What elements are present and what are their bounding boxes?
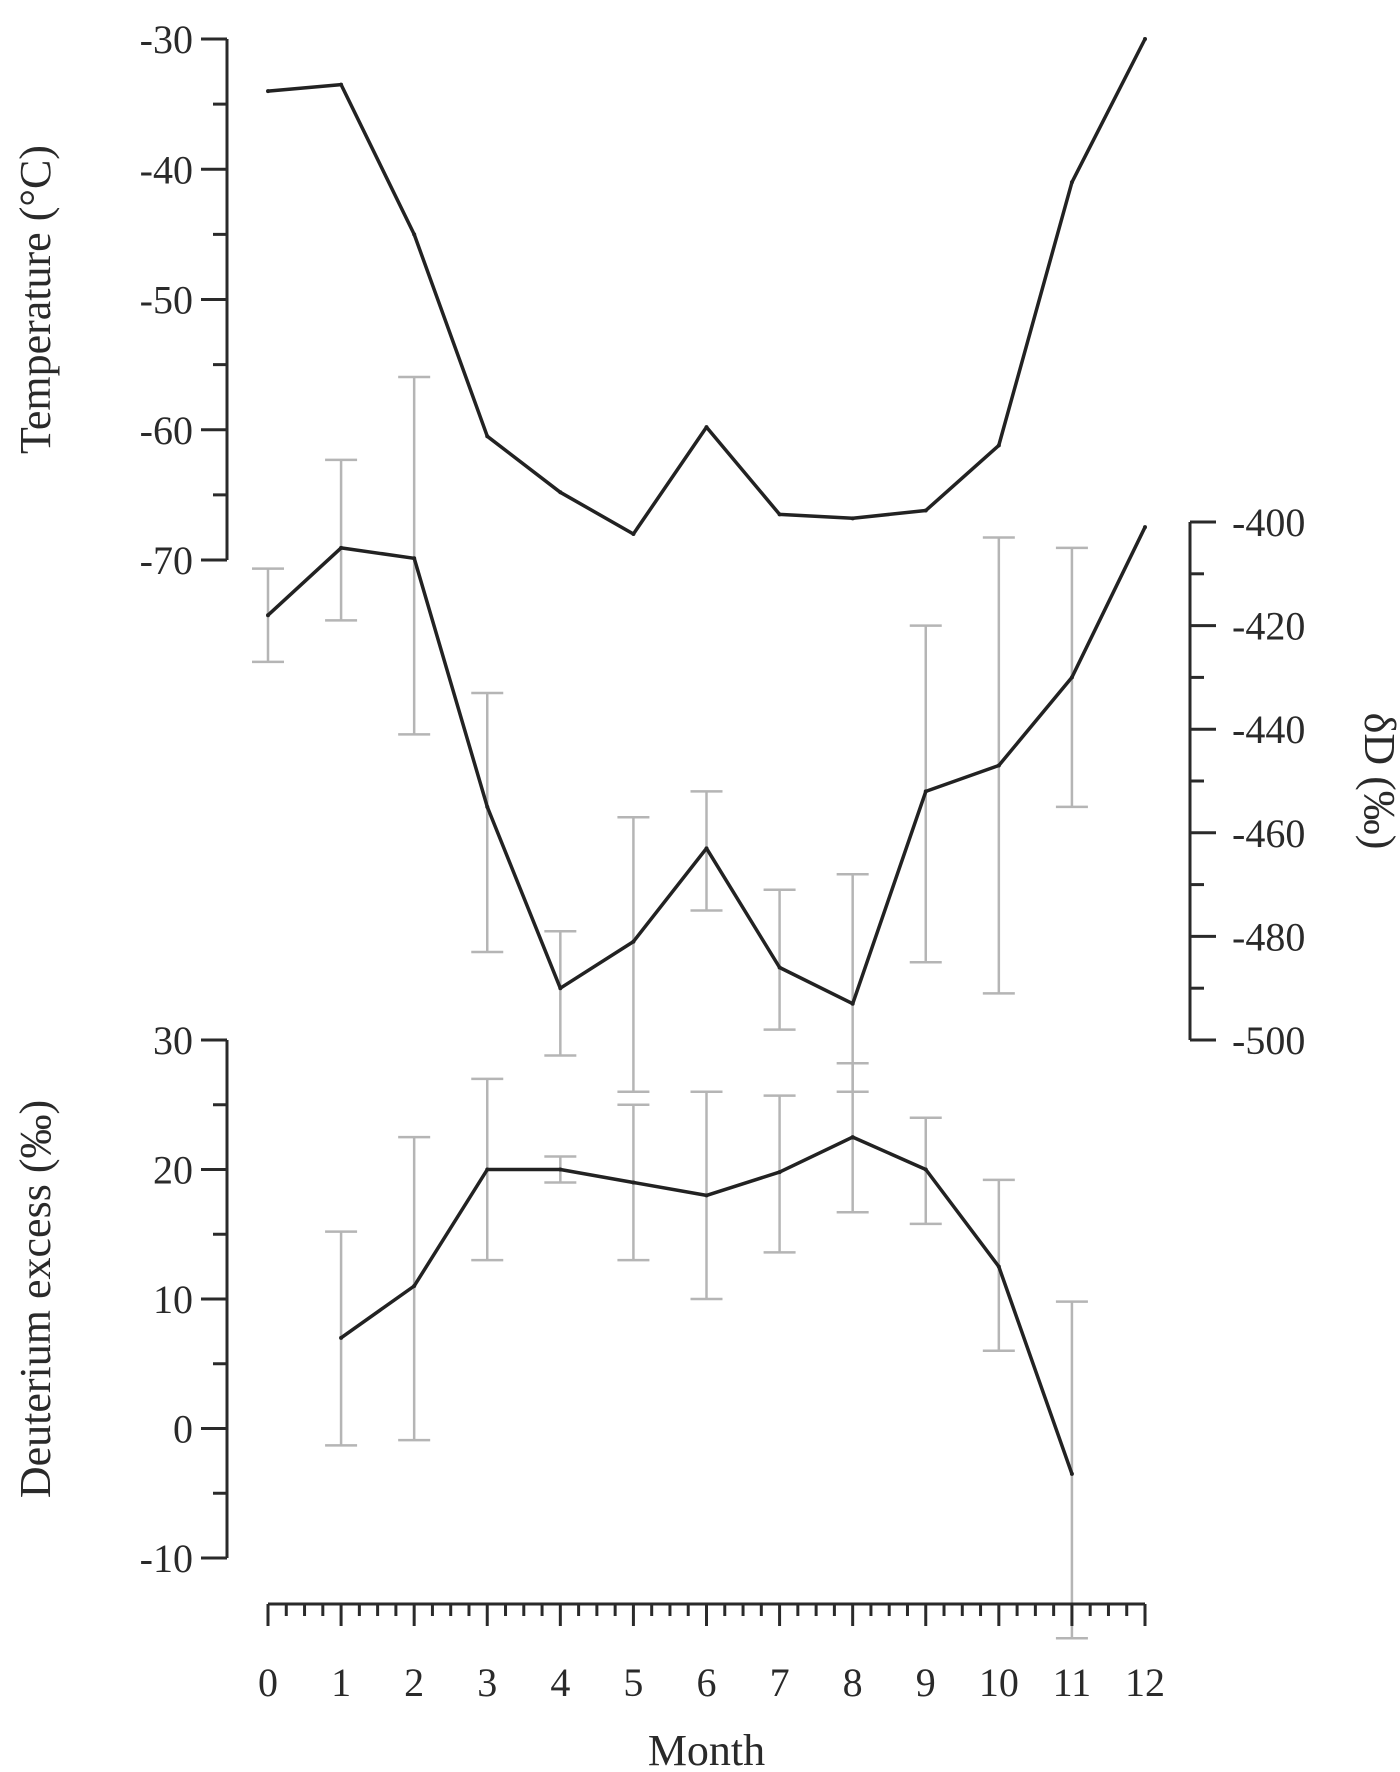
deltaD-data-point	[1143, 525, 1147, 530]
temperature-data-point	[923, 508, 928, 513]
deuterium_excess-y-tick-label: 0	[173, 1407, 193, 1452]
x-tick-label: 6	[697, 1660, 717, 1705]
temperature-y-tick-label: -70	[140, 538, 193, 583]
deltaD-data-point	[631, 939, 636, 944]
temperature-data-point	[1069, 180, 1074, 185]
panel-temperature: -30 -40 -50 -60 -70 Temperature (°C)	[11, 17, 229, 583]
temperature-data-point	[850, 516, 855, 521]
x-tick-label: 12	[1125, 1660, 1165, 1705]
deuterium_excess-data-point	[923, 1167, 928, 1172]
deltaD-data-point	[485, 804, 490, 809]
deltaD-y-tick-label: -400	[1232, 500, 1305, 545]
temperature-data-point	[777, 512, 782, 517]
x-tick-label: 10	[979, 1660, 1019, 1705]
deltaD-y-tick-label: -480	[1232, 914, 1305, 959]
temperature-data-point	[558, 490, 563, 495]
x-tick-label: 2	[404, 1660, 424, 1705]
temperature-data-point	[266, 89, 270, 94]
x-tick-label: 5	[623, 1660, 643, 1705]
temperature-y-tick-label: -40	[140, 147, 193, 192]
deltaD-series-line	[266, 526, 1147, 1006]
temperature-data-point	[339, 82, 344, 87]
deuterium_excess-y-tick-label: 20	[153, 1148, 193, 1193]
deuterium_excess-y-tick-label: 30	[153, 1018, 193, 1063]
temperature-data-point	[704, 425, 709, 430]
deuterium_excess-data-point	[704, 1193, 709, 1198]
deuterium_excess-data-point	[485, 1167, 490, 1172]
panel-deltaD: -400 -420 -440 -460 -480 -500 δD (‰)	[1188, 500, 1400, 1063]
deltaD-data-point	[339, 545, 344, 550]
deuterium_excess-data-point	[1069, 1471, 1074, 1476]
deuterium_excess-data-point	[558, 1167, 563, 1172]
deuterium_excess-data-point	[339, 1335, 344, 1340]
deuterium_excess-data-point	[777, 1170, 782, 1175]
x-tick-label: 4	[550, 1660, 570, 1705]
deltaD-y-axis-title: δD (‰)	[1355, 713, 1400, 850]
temperature-y-axis-title: Temperature (°C)	[11, 145, 60, 454]
deuterium_excess-y-tick-label: 10	[153, 1277, 193, 1322]
x-tick-label: 9	[916, 1660, 936, 1705]
deltaD-y-tick-label: -500	[1232, 1018, 1305, 1063]
temperature-data-point	[631, 531, 636, 536]
deltaD-data-point	[1069, 675, 1074, 680]
x-tick-label: 1	[331, 1660, 351, 1705]
deuterium_excess-y-tick-label: -10	[140, 1536, 193, 1581]
temperature-y-tick-label: -60	[140, 408, 193, 453]
temperature-data-point	[1143, 37, 1147, 41]
x-tick-label: 11	[1053, 1660, 1092, 1705]
temperature-y-tick-label: -50	[140, 278, 193, 323]
deltaD-data-point	[996, 763, 1001, 768]
temperature-y-tick-label: -30	[140, 17, 193, 62]
deltaD-data-point	[412, 556, 417, 561]
deltaD-data-point	[777, 965, 782, 970]
x-tick-label: 7	[770, 1660, 790, 1705]
deuterium_excess-data-point	[631, 1180, 636, 1185]
deuterium_excess-data-point	[996, 1264, 1001, 1269]
temperature-data-point	[412, 232, 417, 237]
deltaD-data-point	[923, 789, 928, 794]
deltaD-data-point	[266, 613, 270, 618]
temperature-series-line	[267, 38, 1147, 536]
deltaD-data-point	[704, 846, 709, 851]
deuterium_excess-data-point	[850, 1135, 855, 1140]
deltaD-y-tick-label: -440	[1232, 707, 1305, 752]
deltaD-y-tick-label: -460	[1232, 811, 1305, 856]
deuterium_excess-y-axis-title: Deuterium excess (‰)	[11, 1100, 60, 1498]
x-tick-label: 8	[843, 1660, 863, 1705]
deuterium_excess-data-point	[412, 1284, 417, 1289]
x-tick-label: 3	[477, 1660, 497, 1705]
deltaD-y-tick-label: -420	[1232, 604, 1305, 649]
deltaD-data-point	[850, 1001, 855, 1006]
temperature-data-point	[996, 443, 1001, 448]
deltaD-data-point	[558, 986, 563, 991]
temperature-data-point	[485, 434, 490, 439]
x-tick-label: 0	[258, 1660, 278, 1705]
x-axis-title: Month	[648, 1726, 765, 1772]
panel-deuterium_excess: 30 20 10 0 -10 Deuterium excess (‰)	[11, 1018, 229, 1581]
